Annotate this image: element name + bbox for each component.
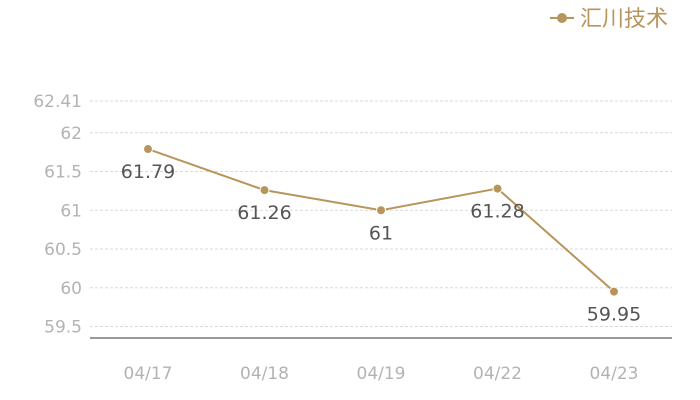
data-label: 59.95 bbox=[587, 304, 641, 326]
data-point[interactable] bbox=[376, 205, 386, 216]
legend-label: 汇川技术 bbox=[580, 7, 668, 32]
y-tick-label: 62.41 bbox=[33, 92, 82, 112]
data-label: 61.26 bbox=[237, 202, 291, 224]
data-label: 61.28 bbox=[470, 201, 524, 223]
x-tick-label: 04/22 bbox=[473, 364, 522, 384]
x-tick-label: 04/17 bbox=[124, 364, 173, 384]
y-tick-label: 59.5 bbox=[44, 318, 82, 338]
x-tick-label: 04/23 bbox=[590, 364, 639, 384]
data-point[interactable] bbox=[492, 183, 503, 194]
x-tick-label: 04/19 bbox=[357, 364, 406, 384]
data-point[interactable] bbox=[143, 144, 153, 155]
x-tick-label: 04/18 bbox=[240, 364, 289, 384]
y-axis-ticks: 59.5 60 60.5 61 61.5 62 62.41 bbox=[33, 92, 82, 338]
series-line bbox=[147, 148, 615, 293]
y-tick-label: 61.5 bbox=[44, 163, 82, 183]
data-point[interactable] bbox=[259, 185, 270, 196]
legend-marker-icon bbox=[557, 13, 567, 23]
x-axis-ticks: 04/17 04/18 04/19 04/22 04/23 bbox=[124, 364, 639, 384]
y-tick-label: 61 bbox=[60, 201, 82, 221]
series-points bbox=[143, 144, 619, 297]
y-tick-label: 60.5 bbox=[44, 240, 82, 260]
y-tick-label: 60 bbox=[60, 279, 82, 299]
data-label: 61 bbox=[369, 222, 393, 244]
data-labels: 61.79 61.26 61 61.28 59.95 bbox=[121, 161, 641, 326]
data-label: 61.79 bbox=[121, 161, 175, 183]
y-tick-label: 62 bbox=[60, 124, 82, 144]
legend[interactable]: 汇川技术 bbox=[550, 7, 668, 32]
data-point[interactable] bbox=[609, 286, 619, 297]
